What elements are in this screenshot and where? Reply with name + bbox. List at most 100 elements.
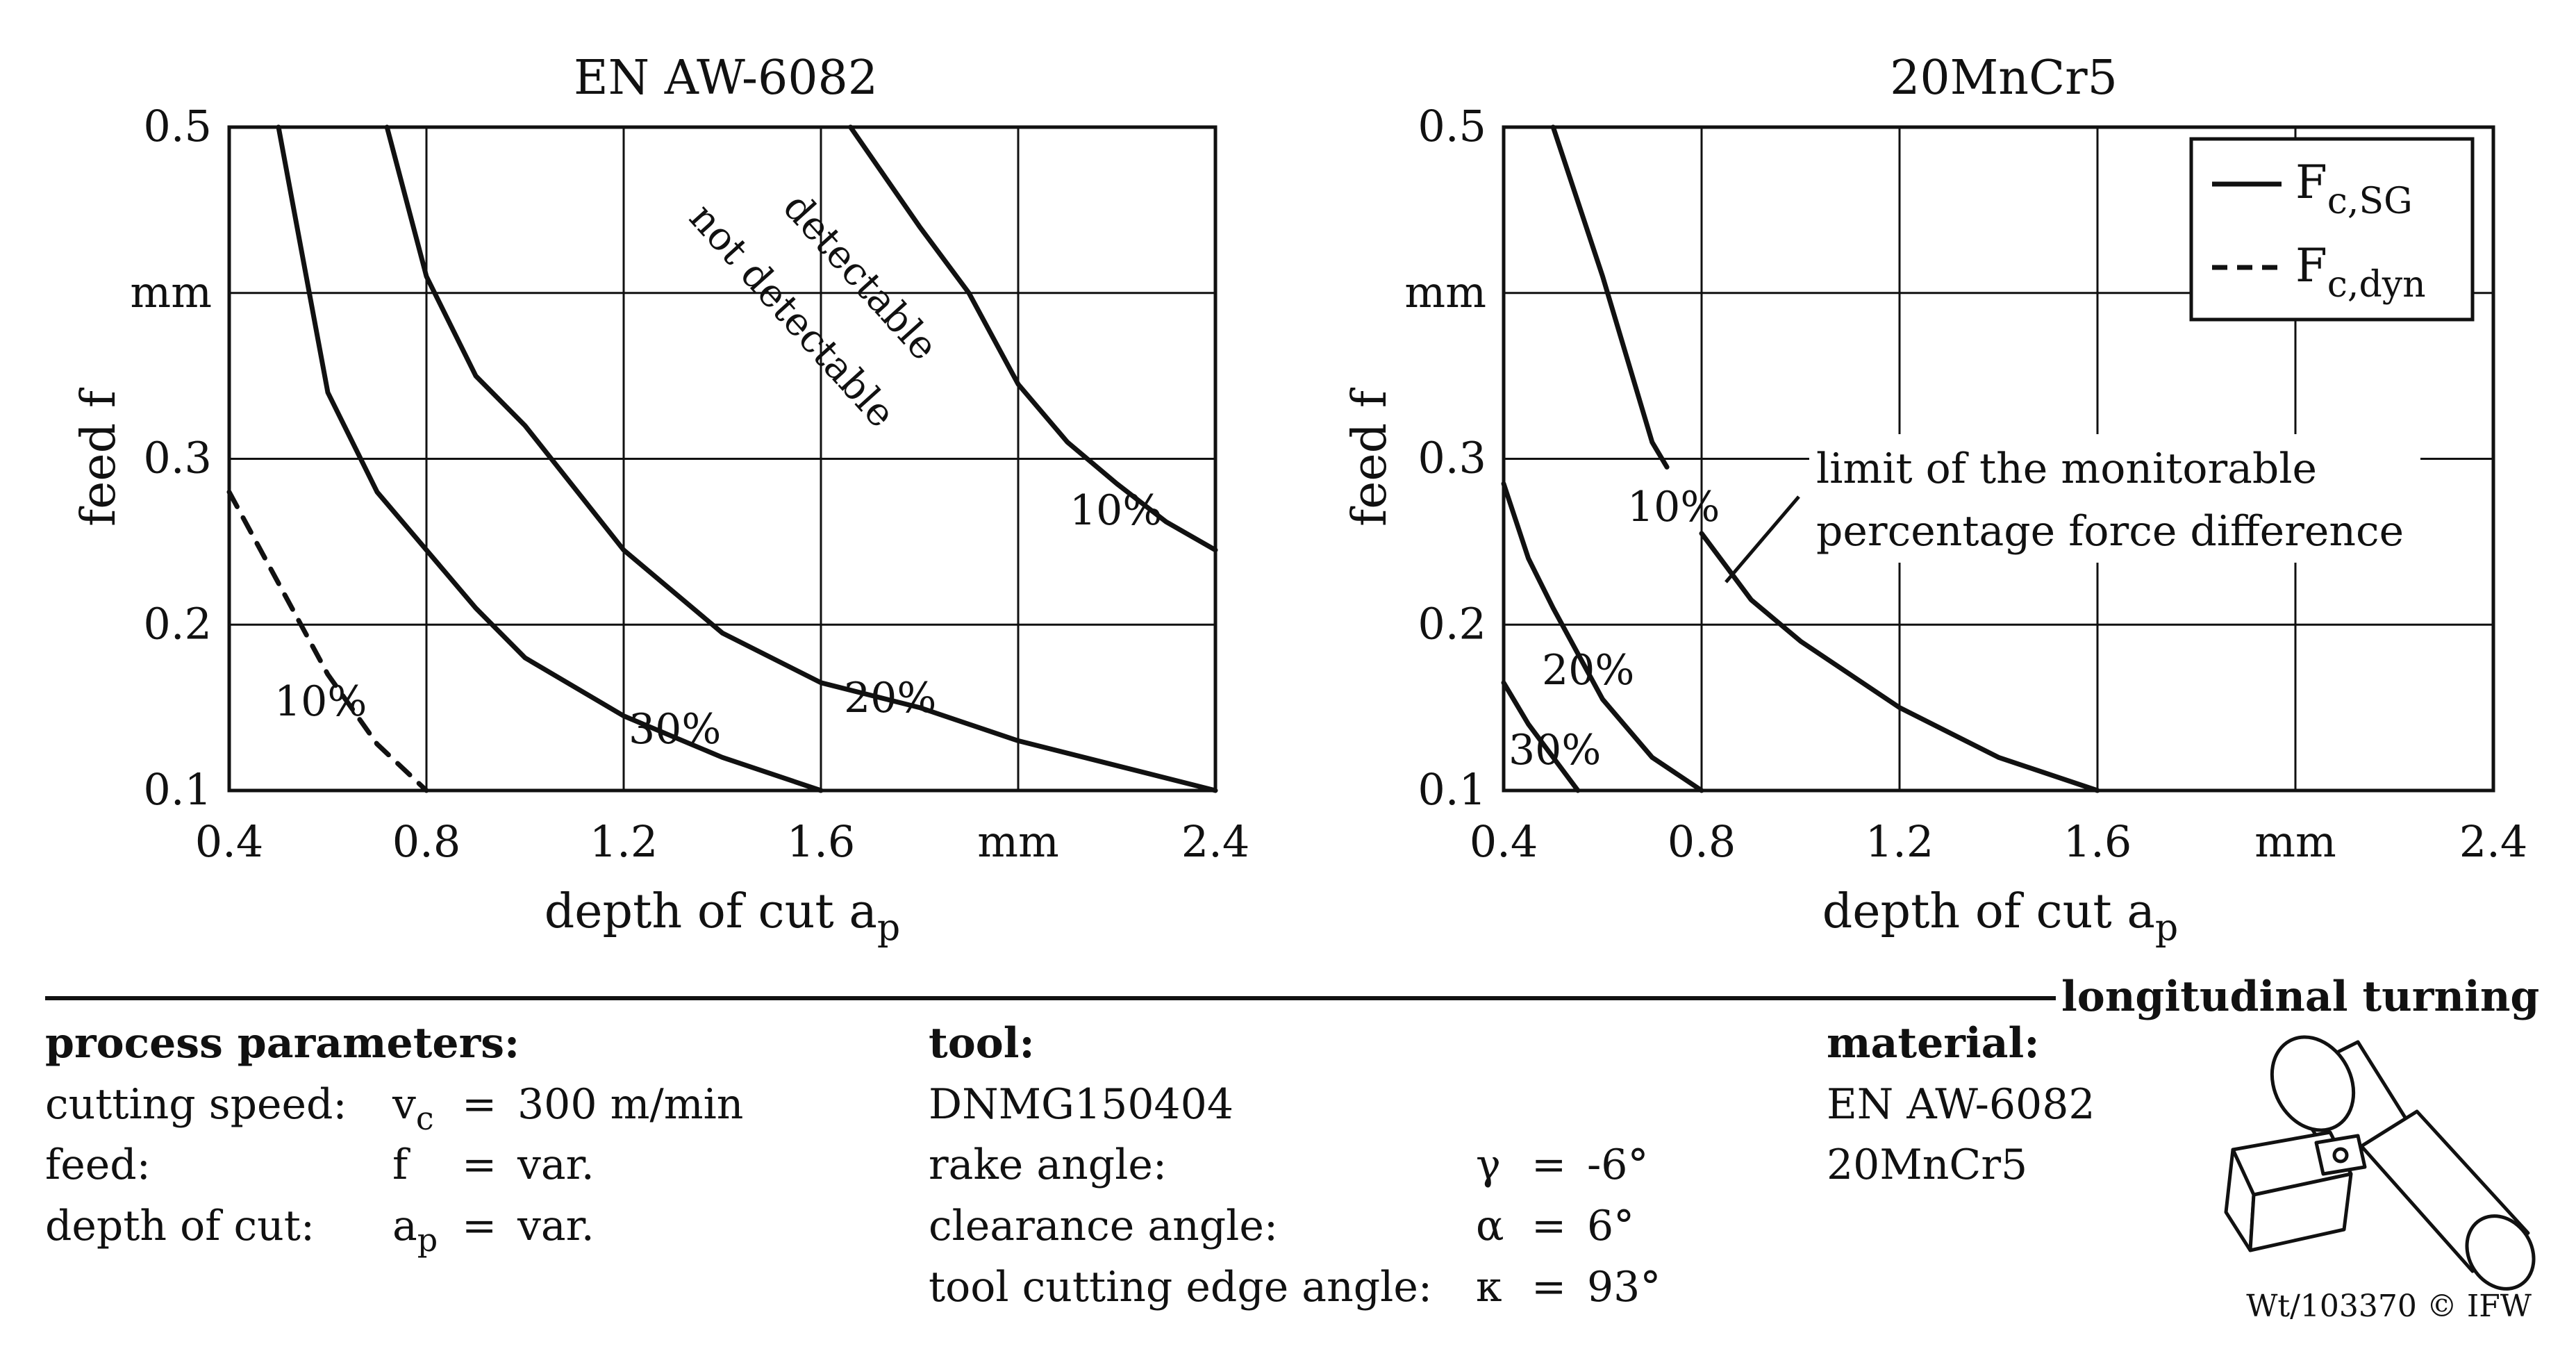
tool-label-clearance: clearance angle: xyxy=(929,1202,1278,1250)
tool-label-rake: rake angle: xyxy=(929,1141,1167,1189)
legend-entry-fcdyn: Fc,dyn xyxy=(2295,239,2426,306)
process-eq: = xyxy=(462,1202,497,1250)
process-eq: = xyxy=(462,1080,497,1129)
process-sym-f: f xyxy=(392,1141,410,1189)
tool-sym-alpha: α xyxy=(1476,1202,1504,1250)
x-tick-label: 0.4 xyxy=(1470,816,1538,867)
chart-en-aw-6082: EN AW-6082 0.4 0.8 1.2 1.6 mm 2.4 0.1 0.2 0.3 mm… xyxy=(72,51,1249,949)
x-axis-label: depth of cut ap xyxy=(1822,884,2178,949)
process-val-cutting-speed: 300 m/min xyxy=(517,1080,743,1129)
process-heading: process parameters: xyxy=(45,1019,520,1068)
legend-box xyxy=(2189,137,2475,322)
tool-heading: tool: xyxy=(929,1019,1035,1068)
curve-label-30pct-sg: 30% xyxy=(629,705,721,754)
workpiece-end xyxy=(2465,1214,2536,1291)
tool-sym-gamma: γ xyxy=(1476,1141,1501,1189)
y-tick-label: 0.2 xyxy=(143,598,212,649)
turning-illustration xyxy=(2224,1035,2536,1291)
x-axis-label: depth of cut ap xyxy=(545,884,900,949)
chuck-face xyxy=(2270,1035,2356,1132)
tool-val-rake: -6° xyxy=(1587,1141,1648,1189)
process-sym-vc: vc xyxy=(392,1080,434,1137)
y-tick-label: 0.2 xyxy=(1418,598,1486,649)
legend-entry-fcsg: Fc,SG xyxy=(2295,156,2413,222)
x-tick-labels: 0.4 0.8 1.2 1.6 mm 2.4 xyxy=(1470,816,2528,867)
annotation-limit-line2: percentage force difference xyxy=(1816,507,2404,556)
x-tick-label: 0.8 xyxy=(1668,816,1736,867)
series-line xyxy=(384,124,1218,793)
process-sym-ap: ap xyxy=(392,1202,438,1259)
x-tick-label: mm xyxy=(977,816,1059,867)
curve-label-10pct: 10% xyxy=(1627,483,1720,531)
series-line xyxy=(1501,680,1581,793)
grid-lines xyxy=(229,127,1215,791)
process-label-cutting-speed: cutting speed: xyxy=(45,1080,347,1129)
y-tick-label: 0.3 xyxy=(143,433,212,483)
annotation-limit-line1: limit of the monitorable xyxy=(1816,445,2317,493)
process-label-feed: feed: xyxy=(45,1141,151,1189)
parameters-panel: longitudinal turning process parameters:… xyxy=(45,973,2539,1324)
y-axis-label: feed f xyxy=(72,387,126,527)
series-line xyxy=(848,124,1218,553)
chart-20mncr5: 20MnCr5 0.4 0.8 1.2 1.6 mm 2.4 0.1 0.2 0.3 mm 0.5… xyxy=(1343,51,2527,949)
plot-frame xyxy=(227,125,1218,793)
tool-eq: = xyxy=(1531,1263,1566,1311)
series-line xyxy=(1550,124,1670,470)
x-tick-label: 2.4 xyxy=(2459,816,2528,867)
x-tick-label: 1.6 xyxy=(2063,816,2132,867)
tool-val-clearance: 6° xyxy=(1587,1202,1634,1250)
tool-holder-bottom xyxy=(2248,1172,2353,1252)
x-tick-label: 1.2 xyxy=(1865,816,1934,867)
curve-label-20pct: 20% xyxy=(1542,646,1634,695)
process-label-depth: depth of cut: xyxy=(45,1202,315,1250)
x-tick-label: 1.6 xyxy=(787,816,856,867)
y-tick-label: 0.3 xyxy=(1418,433,1486,483)
annotation-leader-line xyxy=(1725,495,1800,584)
legend: Fc,SG Fc,dyn xyxy=(2189,137,2475,322)
process-val-depth: var. xyxy=(517,1202,595,1250)
y-tick-label: 0.1 xyxy=(143,764,212,815)
curve-label-20pct-sg: 20% xyxy=(844,674,936,722)
series-line xyxy=(226,489,429,793)
y-tick-label: mm xyxy=(1404,267,1486,317)
x-tick-label: 0.4 xyxy=(195,816,264,867)
process-val-feed: var. xyxy=(517,1141,595,1189)
curves xyxy=(1501,124,2100,793)
material-heading: material: xyxy=(1827,1019,2039,1068)
y-tick-label: mm xyxy=(130,267,212,317)
chart-title: 20MnCr5 xyxy=(1890,51,2118,106)
tool-val-edge-angle: 93° xyxy=(1587,1263,1661,1311)
y-tick-label: 0.5 xyxy=(143,101,212,151)
insert-screw xyxy=(2332,1147,2349,1164)
curves xyxy=(226,124,1218,793)
material-item-1: EN AW-6082 xyxy=(1827,1080,2095,1129)
y-tick-label: 0.5 xyxy=(1418,101,1486,151)
header-longitudinal-turning: longitudinal turning xyxy=(2061,973,2539,1021)
curve-label-10pct-dyn: 10% xyxy=(274,677,367,726)
chart-title: EN AW-6082 xyxy=(574,51,878,106)
material-item-2: 20MnCr5 xyxy=(1827,1141,2027,1189)
series-line xyxy=(1699,531,2100,793)
y-axis-label: feed f xyxy=(1343,387,1397,527)
tool-name: DNMG150404 xyxy=(929,1080,1233,1129)
series-line xyxy=(276,124,824,793)
process-eq: = xyxy=(462,1141,497,1189)
x-tick-label: 0.8 xyxy=(392,816,461,867)
tool-label-edge-angle: tool cutting edge angle: xyxy=(929,1263,1432,1311)
copyright-text: Wt/103370 © IFW xyxy=(2246,1289,2532,1324)
y-tick-label: 0.1 xyxy=(1418,764,1486,815)
y-tick-labels: 0.1 0.2 0.3 mm 0.5 xyxy=(1404,101,1486,815)
x-tick-label: mm xyxy=(2254,816,2336,867)
series-line xyxy=(1501,481,1704,793)
y-tick-labels: 0.1 0.2 0.3 mm 0.5 xyxy=(130,101,212,815)
x-tick-labels: 0.4 0.8 1.2 1.6 mm 2.4 xyxy=(195,816,1250,867)
curve-label-30pct: 30% xyxy=(1509,726,1601,775)
tool-sym-kappa: κ xyxy=(1476,1263,1502,1311)
x-tick-label: 2.4 xyxy=(1181,816,1250,867)
annotation-backdrop xyxy=(1809,434,2420,563)
plot-frame xyxy=(1502,125,2495,793)
x-tick-label: 1.2 xyxy=(590,816,658,867)
curve-label-10pct-sg: 10% xyxy=(1070,486,1162,535)
tool-eq: = xyxy=(1531,1202,1566,1250)
